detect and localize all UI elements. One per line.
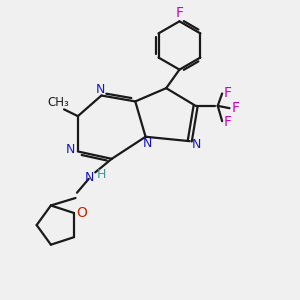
Text: F: F bbox=[224, 85, 231, 100]
Text: N: N bbox=[66, 143, 75, 157]
Text: N: N bbox=[142, 137, 152, 150]
Text: CH₃: CH₃ bbox=[47, 96, 69, 109]
Text: F: F bbox=[176, 6, 184, 20]
Text: F: F bbox=[231, 100, 239, 115]
Text: F: F bbox=[224, 115, 231, 129]
Text: O: O bbox=[77, 206, 88, 220]
Text: N: N bbox=[96, 82, 106, 95]
Text: N: N bbox=[85, 171, 94, 184]
Text: N: N bbox=[192, 138, 201, 151]
Text: H: H bbox=[96, 168, 106, 181]
